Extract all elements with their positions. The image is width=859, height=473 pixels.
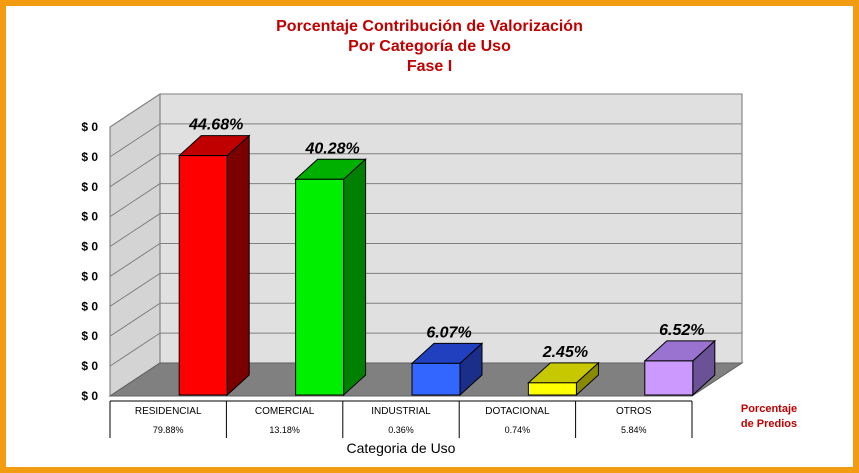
- chart-title-line-1: Porcentaje Contribución de Valorización: [276, 18, 583, 35]
- table-row-label-line-2: de Predios: [741, 418, 797, 430]
- bar-comercial: [294, 158, 367, 397]
- bar-front: [527, 382, 577, 396]
- bar-dotacional: [527, 361, 600, 397]
- data-label: 6.07%: [426, 324, 471, 341]
- gridlines: [109, 93, 742, 397]
- bar-front: [411, 362, 461, 396]
- chart-title-line-3: Fase I: [406, 58, 453, 75]
- y-tick-label: $ 0: [81, 240, 98, 254]
- table-value: 5.84%: [621, 425, 647, 435]
- bar-front: [295, 178, 345, 396]
- y-tick-label: $ 0: [81, 120, 98, 134]
- gridline: [109, 332, 742, 367]
- table-value: 79.88%: [153, 425, 184, 435]
- bar-industrial: [410, 342, 484, 397]
- category-label: COMERCIAL: [255, 406, 315, 417]
- data-table: RESIDENCIAL 79.88% COMERCIAL 13.18% INDUSTRI…: [109, 400, 797, 456]
- category-label: RESIDENCIAL: [135, 406, 202, 417]
- y-tick-label: $ 0: [81, 269, 98, 283]
- y-tick-label: $ 0: [81, 299, 98, 313]
- chart-area: Porcentaje Contribución de Valorización …: [6, 6, 853, 467]
- y-tick-label: $ 0: [81, 329, 98, 343]
- bar-front: [178, 155, 228, 396]
- gridline: [109, 123, 742, 158]
- gridline: [109, 272, 742, 307]
- y-tick-label: $ 0: [81, 210, 98, 224]
- category-label: DOTACIONAL: [485, 406, 550, 417]
- data-label: 44.68%: [188, 117, 243, 134]
- bar-side: [343, 158, 367, 397]
- gridline: [109, 153, 742, 188]
- bar-chart-3d: $ 0 $ 0 $ 0 $ 0 $ 0 $ 0 $ 0 $ 0 $ 0 $ 0 44.68% 40.…: [81, 93, 797, 456]
- table-value: 13.18%: [269, 425, 300, 435]
- data-label: 6.52%: [659, 322, 704, 339]
- category-label: INDUSTRIAL: [371, 406, 431, 417]
- gridline: [109, 213, 742, 247]
- data-labels: 44.68% 40.28% 6.07% 2.45% 6.52%: [188, 117, 704, 361]
- data-label: 40.28%: [304, 140, 359, 157]
- table-value: 0.36%: [388, 425, 414, 435]
- y-tick-label: $ 0: [81, 359, 98, 373]
- bar-front: [644, 360, 694, 396]
- gridline: [109, 302, 742, 337]
- x-axis-title: Categoria de Uso: [347, 440, 456, 456]
- gridline: [109, 93, 742, 128]
- data-label: 2.45%: [542, 344, 588, 361]
- chart-title-line-2: Por Categoría de Uso: [348, 38, 511, 55]
- bar-otros: [643, 339, 717, 397]
- table-value: 0.74%: [505, 425, 531, 435]
- bars: [177, 134, 717, 397]
- table-row-label-line-1: Porcentaje: [741, 403, 797, 415]
- gridline: [109, 242, 742, 277]
- y-tick-label: $ 0: [81, 150, 98, 164]
- y-tick-label: $ 0: [81, 180, 98, 194]
- y-axis-ticks: $ 0 $ 0 $ 0 $ 0 $ 0 $ 0 $ 0 $ 0 $ 0 $ 0: [81, 120, 98, 403]
- gridline: [109, 183, 742, 218]
- y-tick-label: $ 0: [81, 389, 98, 403]
- category-label: OTROS: [616, 406, 652, 417]
- bar-side: [226, 134, 250, 397]
- bar-residencial: [177, 134, 251, 397]
- side-wall: [109, 93, 161, 397]
